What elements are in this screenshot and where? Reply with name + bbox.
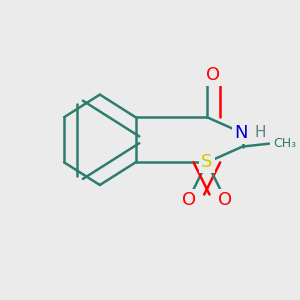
Text: CH₃: CH₃ xyxy=(273,137,296,150)
Text: N: N xyxy=(235,124,248,142)
Text: O: O xyxy=(218,191,232,209)
Text: H: H xyxy=(254,124,266,140)
Text: O: O xyxy=(182,191,196,209)
Text: S: S xyxy=(201,152,213,170)
Text: O: O xyxy=(206,66,220,84)
